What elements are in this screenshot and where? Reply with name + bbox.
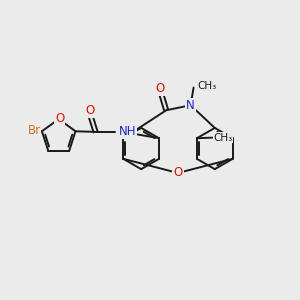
- Text: O: O: [173, 167, 183, 179]
- Text: O: O: [55, 112, 64, 125]
- Text: CH₃: CH₃: [198, 81, 217, 92]
- Text: Br: Br: [27, 124, 40, 136]
- Text: O: O: [156, 82, 165, 95]
- Text: NH: NH: [119, 125, 136, 138]
- Text: O: O: [85, 104, 94, 118]
- Text: CH₃: CH₃: [214, 133, 233, 142]
- Text: N: N: [186, 99, 195, 112]
